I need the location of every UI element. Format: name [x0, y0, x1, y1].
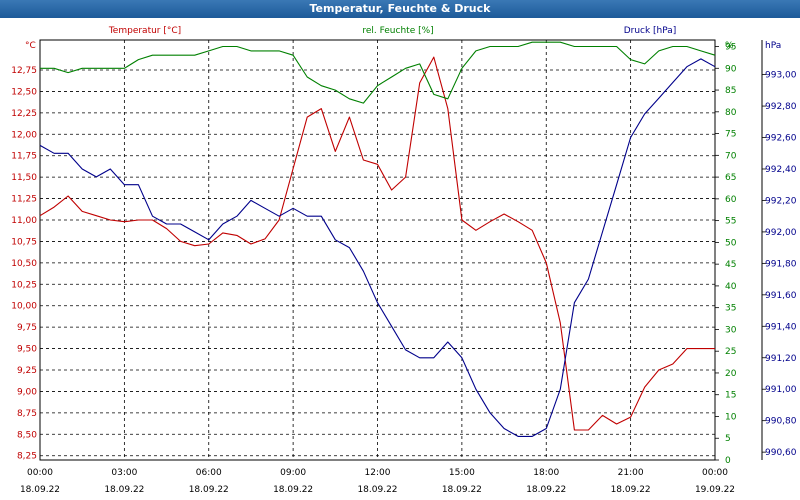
temperature-tick-label: 10,75 — [11, 237, 37, 247]
x-tick-date: 18.09.22 — [189, 485, 229, 495]
x-tick-time: 06:00 — [196, 468, 222, 478]
humidity-tick-label: 55 — [725, 217, 736, 227]
pressure-tick-label: 992,80 — [765, 102, 797, 112]
humidity-tick-label: 65 — [725, 173, 736, 183]
pressure-tick-label: 991,20 — [765, 354, 797, 364]
pressure-tick-label: 991,60 — [765, 291, 797, 301]
temperature-tick-label: 10,25 — [11, 280, 37, 290]
x-tick-date: 18.09.22 — [104, 485, 144, 495]
series-lines — [39, 41, 716, 437]
pressure-unit: hPa — [765, 41, 781, 51]
temperature-tick-label: 9,25 — [17, 366, 37, 376]
temperature-tick-label: 11,75 — [11, 152, 37, 162]
temperature-tick-label: 12,75 — [11, 66, 37, 76]
temperature-tick-label: 11,00 — [11, 216, 37, 226]
series-line-temperature — [39, 56, 715, 431]
pressure-tick-label: 990,80 — [765, 417, 797, 427]
humidity-tick-label: 50 — [725, 238, 737, 248]
x-tick-date: 18.09.22 — [442, 485, 482, 495]
temperature-tick-label: 11,50 — [11, 173, 37, 183]
x-tick-date: 18.09.22 — [526, 485, 566, 495]
pressure-tick-labels: 990,60 990,80 991,00 991,20 991,40 991,60 991,… — [762, 71, 797, 458]
temperature-unit: °C — [25, 41, 36, 51]
temperature-tick-label: 8,25 — [17, 452, 37, 462]
humidity-tick-label: 70 — [725, 151, 737, 161]
humidity-tick-label: 60 — [725, 195, 737, 205]
humidity-tick-label: 30 — [725, 325, 737, 335]
pressure-tick-label: 992,40 — [765, 165, 797, 175]
humidity-unit: % — [725, 41, 734, 51]
series-line-pressure — [39, 58, 716, 437]
window-title: Temperatur, Feuchte & Druck — [0, 0, 800, 18]
pressure-tick-label: 991,40 — [765, 322, 797, 332]
x-tick-time: 15:00 — [449, 468, 475, 478]
humidity-tick-label: 85 — [725, 86, 736, 96]
humidity-tick-label: 80 — [725, 108, 737, 118]
x-tick-date: 18.09.22 — [357, 485, 397, 495]
humidity-tick-label: 25 — [725, 347, 736, 357]
pressure-tick-label: 992,00 — [765, 228, 797, 238]
temperature-tick-label: 8,50 — [17, 430, 37, 440]
x-tick-time: 21:00 — [618, 468, 644, 478]
pressure-tick-label: 991,00 — [765, 385, 797, 395]
temperature-tick-label: 12,25 — [11, 109, 37, 119]
temperature-tick-label: 9,00 — [17, 387, 37, 397]
humidity-tick-label: 40 — [725, 282, 737, 292]
temperature-tick-labels: 8,25 8,50 8,75 9,00 9,25 9,50 9,75 10,00 10,25 10… — [11, 66, 37, 462]
humidity-tick-label: 75 — [725, 130, 736, 140]
x-tick-time: 03:00 — [111, 468, 137, 478]
pressure-tick-label: 992,20 — [765, 196, 797, 206]
x-tick-time: 00:00 — [702, 468, 728, 478]
humidity-tick-label: 35 — [725, 304, 736, 314]
x-tick-date: 18.09.22 — [20, 485, 60, 495]
humidity-tick-label: 0 — [725, 456, 731, 466]
humidity-tick-label: 15 — [725, 391, 736, 401]
temperature-tick-label: 12,00 — [11, 130, 37, 140]
temperature-tick-label: 12,50 — [11, 87, 37, 97]
humidity-axis-label: rel. Feuchte [%] — [362, 26, 433, 36]
temperature-axis-label: Temperatur [°C] — [108, 26, 181, 36]
plot-frame — [39, 39, 716, 461]
temperature-tick-label: 10,00 — [11, 302, 37, 312]
chart-grid — [39, 39, 763, 461]
x-tick-labels: 00:00 18.09.22 03:00 18.09.22 06:00 18.09.22 0… — [20, 468, 735, 495]
x-tick-date: 19.09.22 — [695, 485, 735, 495]
x-tick-date: 18.09.22 — [273, 485, 313, 495]
temperature-tick-label: 8,75 — [17, 409, 37, 419]
humidity-tick-label: 90 — [725, 64, 737, 74]
x-tick-date: 18.09.22 — [611, 485, 651, 495]
temperature-tick-label: 9,75 — [17, 323, 37, 333]
temperature-tick-label: 10,50 — [11, 259, 37, 269]
pressure-tick-label: 991,80 — [765, 259, 797, 269]
x-tick-time: 18:00 — [533, 468, 559, 478]
x-tick-time: 09:00 — [280, 468, 306, 478]
temperature-tick-label: 9,50 — [17, 345, 37, 355]
humidity-tick-label: 10 — [725, 412, 737, 422]
humidity-tick-label: 45 — [725, 260, 736, 270]
humidity-tick-label: 20 — [725, 369, 737, 379]
pressure-tick-label: 990,60 — [765, 448, 797, 458]
pressure-tick-label: 993,00 — [765, 71, 797, 81]
x-tick-time: 00:00 — [27, 468, 53, 478]
x-tick-time: 12:00 — [365, 468, 391, 478]
pressure-tick-label: 992,60 — [765, 134, 797, 144]
temperature-tick-label: 11,25 — [11, 195, 37, 205]
pressure-axis-label: Druck [hPa] — [624, 26, 677, 36]
humidity-tick-label: 5 — [725, 434, 731, 444]
axis-labels: Temperatur [°C] rel. Feuchte [%] Druck [hP… — [25, 26, 781, 51]
humidity-tick-labels: 0 5 10 15 20 25 30 35 40 45 50 55 60 65 70 75 80 85 90 95 — [715, 43, 737, 466]
humidity-tick-label: 95 — [725, 43, 736, 53]
series-line-humidity — [40, 41, 716, 104]
